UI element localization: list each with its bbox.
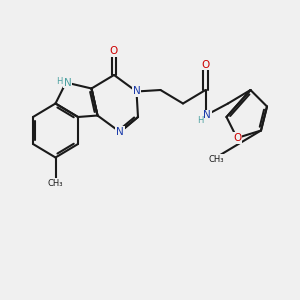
Text: O: O bbox=[201, 59, 210, 70]
Text: CH₃: CH₃ bbox=[208, 154, 224, 164]
Text: N: N bbox=[116, 127, 124, 137]
Text: N: N bbox=[64, 77, 71, 88]
Text: CH₃: CH₃ bbox=[48, 178, 63, 188]
Text: H: H bbox=[197, 116, 203, 125]
Text: N: N bbox=[133, 86, 140, 97]
Text: N: N bbox=[203, 110, 211, 121]
Text: O: O bbox=[110, 46, 118, 56]
Text: O: O bbox=[233, 133, 241, 143]
Text: H: H bbox=[56, 76, 63, 85]
